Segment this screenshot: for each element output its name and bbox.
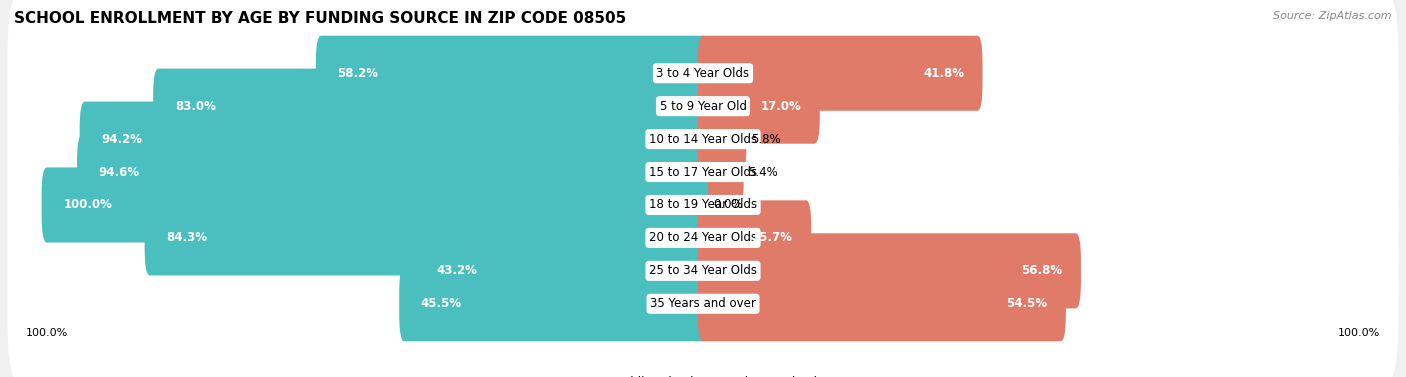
Text: 10 to 14 Year Olds: 10 to 14 Year Olds xyxy=(650,133,756,146)
Text: 58.2%: 58.2% xyxy=(337,67,378,80)
Text: 45.5%: 45.5% xyxy=(420,297,463,310)
FancyBboxPatch shape xyxy=(7,0,1399,154)
FancyBboxPatch shape xyxy=(7,223,1399,377)
FancyBboxPatch shape xyxy=(399,266,709,341)
Text: 100.0%: 100.0% xyxy=(25,328,67,339)
FancyBboxPatch shape xyxy=(697,36,983,111)
FancyBboxPatch shape xyxy=(697,266,1066,341)
Text: 18 to 19 Year Olds: 18 to 19 Year Olds xyxy=(650,198,756,211)
FancyBboxPatch shape xyxy=(415,233,709,308)
Text: 5.4%: 5.4% xyxy=(748,166,778,179)
Text: 5.8%: 5.8% xyxy=(751,133,780,146)
FancyBboxPatch shape xyxy=(42,167,709,242)
FancyBboxPatch shape xyxy=(697,200,811,276)
FancyBboxPatch shape xyxy=(7,58,1399,220)
Text: 83.0%: 83.0% xyxy=(174,100,215,113)
Text: 94.6%: 94.6% xyxy=(98,166,139,179)
FancyBboxPatch shape xyxy=(77,135,709,210)
Text: 94.2%: 94.2% xyxy=(101,133,142,146)
FancyBboxPatch shape xyxy=(153,69,709,144)
FancyBboxPatch shape xyxy=(697,135,744,210)
Text: 54.5%: 54.5% xyxy=(1007,297,1047,310)
Text: 100.0%: 100.0% xyxy=(1339,328,1381,339)
FancyBboxPatch shape xyxy=(697,69,820,144)
FancyBboxPatch shape xyxy=(145,200,709,276)
Text: SCHOOL ENROLLMENT BY AGE BY FUNDING SOURCE IN ZIP CODE 08505: SCHOOL ENROLLMENT BY AGE BY FUNDING SOUR… xyxy=(14,11,626,26)
Text: 15.7%: 15.7% xyxy=(752,231,793,244)
FancyBboxPatch shape xyxy=(697,101,747,177)
Text: 43.2%: 43.2% xyxy=(436,264,477,277)
Text: 15 to 17 Year Olds: 15 to 17 Year Olds xyxy=(650,166,756,179)
FancyBboxPatch shape xyxy=(80,101,709,177)
Legend: Public School, Private School: Public School, Private School xyxy=(589,376,817,377)
Text: 0.0%: 0.0% xyxy=(713,198,742,211)
Text: 84.3%: 84.3% xyxy=(166,231,207,244)
Text: 25 to 34 Year Olds: 25 to 34 Year Olds xyxy=(650,264,756,277)
Text: 20 to 24 Year Olds: 20 to 24 Year Olds xyxy=(650,231,756,244)
Text: 56.8%: 56.8% xyxy=(1021,264,1063,277)
Text: Source: ZipAtlas.com: Source: ZipAtlas.com xyxy=(1274,11,1392,21)
FancyBboxPatch shape xyxy=(697,233,1081,308)
FancyBboxPatch shape xyxy=(7,124,1399,286)
FancyBboxPatch shape xyxy=(7,190,1399,352)
Text: 41.8%: 41.8% xyxy=(924,67,965,80)
FancyBboxPatch shape xyxy=(7,157,1399,319)
Text: 100.0%: 100.0% xyxy=(63,198,112,211)
FancyBboxPatch shape xyxy=(7,25,1399,187)
Text: 17.0%: 17.0% xyxy=(761,100,801,113)
Text: 5 to 9 Year Old: 5 to 9 Year Old xyxy=(659,100,747,113)
FancyBboxPatch shape xyxy=(7,91,1399,253)
Text: 35 Years and over: 35 Years and over xyxy=(650,297,756,310)
Text: 3 to 4 Year Olds: 3 to 4 Year Olds xyxy=(657,67,749,80)
FancyBboxPatch shape xyxy=(316,36,709,111)
